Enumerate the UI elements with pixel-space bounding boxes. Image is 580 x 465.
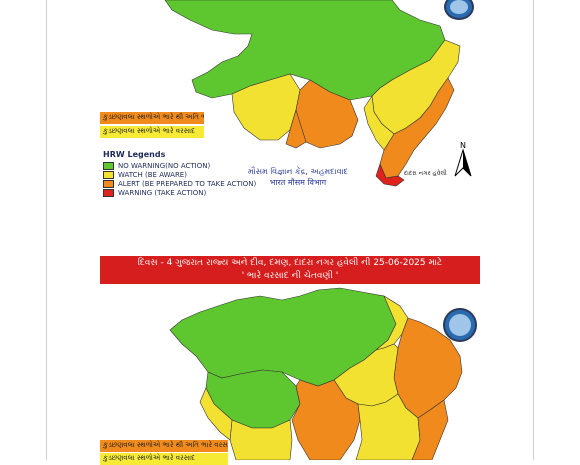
imd-emblem-2 xyxy=(443,308,477,342)
hrw-label: WARNING (TAKE ACTION) xyxy=(118,188,207,197)
office-name: મૌસમ વિજ્ઞાન કેંદ્ર, અહમદાવાદ xyxy=(247,167,349,176)
map1-region-yellow-coast xyxy=(363,95,395,151)
legend-heavy-1: કુડછણવલા સ્થળોએ ભારે વરસાદ xyxy=(100,126,204,138)
swatch-red xyxy=(103,188,114,197)
north-label: N xyxy=(460,141,466,150)
imd-emblem-1 xyxy=(444,0,474,20)
swatch-orange xyxy=(103,179,114,188)
hrw-label: NO WARNING(NO ACTION) xyxy=(118,161,211,170)
map2-region-yellow-westcoast xyxy=(199,387,233,441)
hrw-legend: HRW Legends NO WARNING(NO ACTION) WATCH … xyxy=(103,150,256,197)
map1-region-red-south xyxy=(375,163,405,187)
map2-region-yellow-south xyxy=(229,419,293,460)
imd-office-caption: મૌસમ વિજ્ઞાન કેંદ્ર, અહમદાવાદ भारत मौसम … xyxy=(238,166,358,188)
north-arrow-icon: N xyxy=(454,141,472,177)
hrw-label: WATCH (BE AWARE) xyxy=(118,170,187,179)
hrw-item-warning: WARNING (TAKE ACTION) xyxy=(103,188,256,197)
banner-subtitle: ' ભારે વરસાદ ની ચેતવણી ' xyxy=(241,271,339,281)
legend-heavy-very-heavy-1: કુડછણવલા સ્થળોએ ભારે થી અતિ ભારે વરસાદ xyxy=(100,112,204,124)
map2-region-orange-southeast xyxy=(411,399,449,460)
department-name: भारत मौसम विभाग xyxy=(269,178,327,187)
map1-region-yellow-west xyxy=(231,73,301,141)
hrw-label: ALERT (BE PREPARED TO TAKE ACTION) xyxy=(118,179,257,188)
hrw-legend-title: HRW Legends xyxy=(103,150,166,159)
map2-region-orange-south xyxy=(291,379,361,460)
legend-heavy-2: કુડછણવલા સ્થળોએ ભારે વરસાદ xyxy=(100,453,228,465)
hrw-item-no-warning: NO WARNING(NO ACTION) xyxy=(103,161,256,170)
day4-warning-banner: દિવસ - 4 ગુજરાત રાજ્ય અને દીવ, દમણ, દાદર… xyxy=(100,256,480,284)
callout-label: દાદરા નગર હવેલી xyxy=(404,170,447,177)
legend-heavy-very-heavy-2: કુડછણવલા સ્થળોએ ભારે થી અતિ ભારે વરસાદ xyxy=(100,440,228,452)
hrw-item-watch: WATCH (BE AWARE) xyxy=(103,170,256,179)
swatch-yellow xyxy=(103,170,114,179)
swatch-green xyxy=(103,161,114,170)
hrw-item-alert: ALERT (BE PREPARED TO TAKE ACTION) xyxy=(103,179,256,188)
map1-region-orange-junagadh xyxy=(285,108,307,149)
banner-title: દિવસ - 4 ગુજરાત રાજ્ય અને દીવ, દમણ, દાદર… xyxy=(137,258,443,268)
